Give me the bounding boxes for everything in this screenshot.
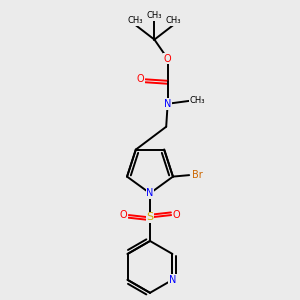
Text: N: N xyxy=(164,99,171,109)
Text: O: O xyxy=(136,74,144,84)
Text: N: N xyxy=(169,275,176,285)
Text: N: N xyxy=(146,188,154,198)
Text: CH₃: CH₃ xyxy=(147,11,162,20)
Text: O: O xyxy=(173,210,180,220)
Text: CH₃: CH₃ xyxy=(166,16,181,25)
Text: O: O xyxy=(164,54,172,64)
Text: Br: Br xyxy=(192,170,203,180)
Text: CH₃: CH₃ xyxy=(128,16,143,25)
Text: O: O xyxy=(120,210,127,220)
Text: CH₃: CH₃ xyxy=(189,96,205,105)
Text: S: S xyxy=(146,212,154,222)
